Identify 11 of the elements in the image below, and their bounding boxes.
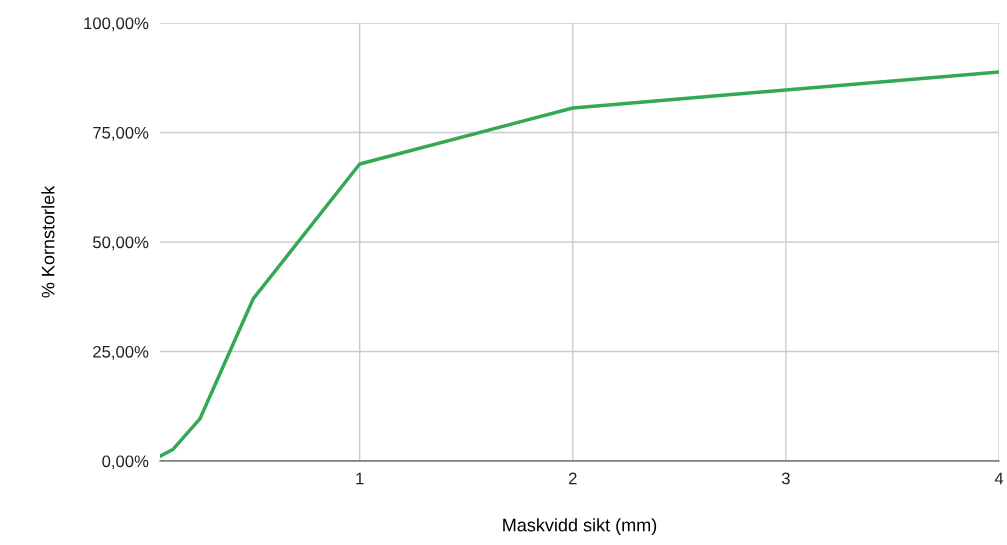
y-tick-label: 75,00% xyxy=(93,126,149,141)
x-tick-label: 4 xyxy=(994,472,1004,485)
y-axis-title: % Kornstorlek xyxy=(41,185,55,298)
y-tick-label: 0,00% xyxy=(102,455,149,470)
x-tick-label: 3 xyxy=(781,472,790,485)
x-axis-title: Maskvidd sikt (mm) xyxy=(503,518,657,536)
x-tick-label: 1 xyxy=(356,472,364,485)
x-tick-label: 2 xyxy=(568,472,577,485)
y-tick-label: 50,00% xyxy=(93,236,149,251)
y-tick-label: 100,00% xyxy=(84,17,149,32)
y-tick-label: 25,00% xyxy=(93,345,149,360)
